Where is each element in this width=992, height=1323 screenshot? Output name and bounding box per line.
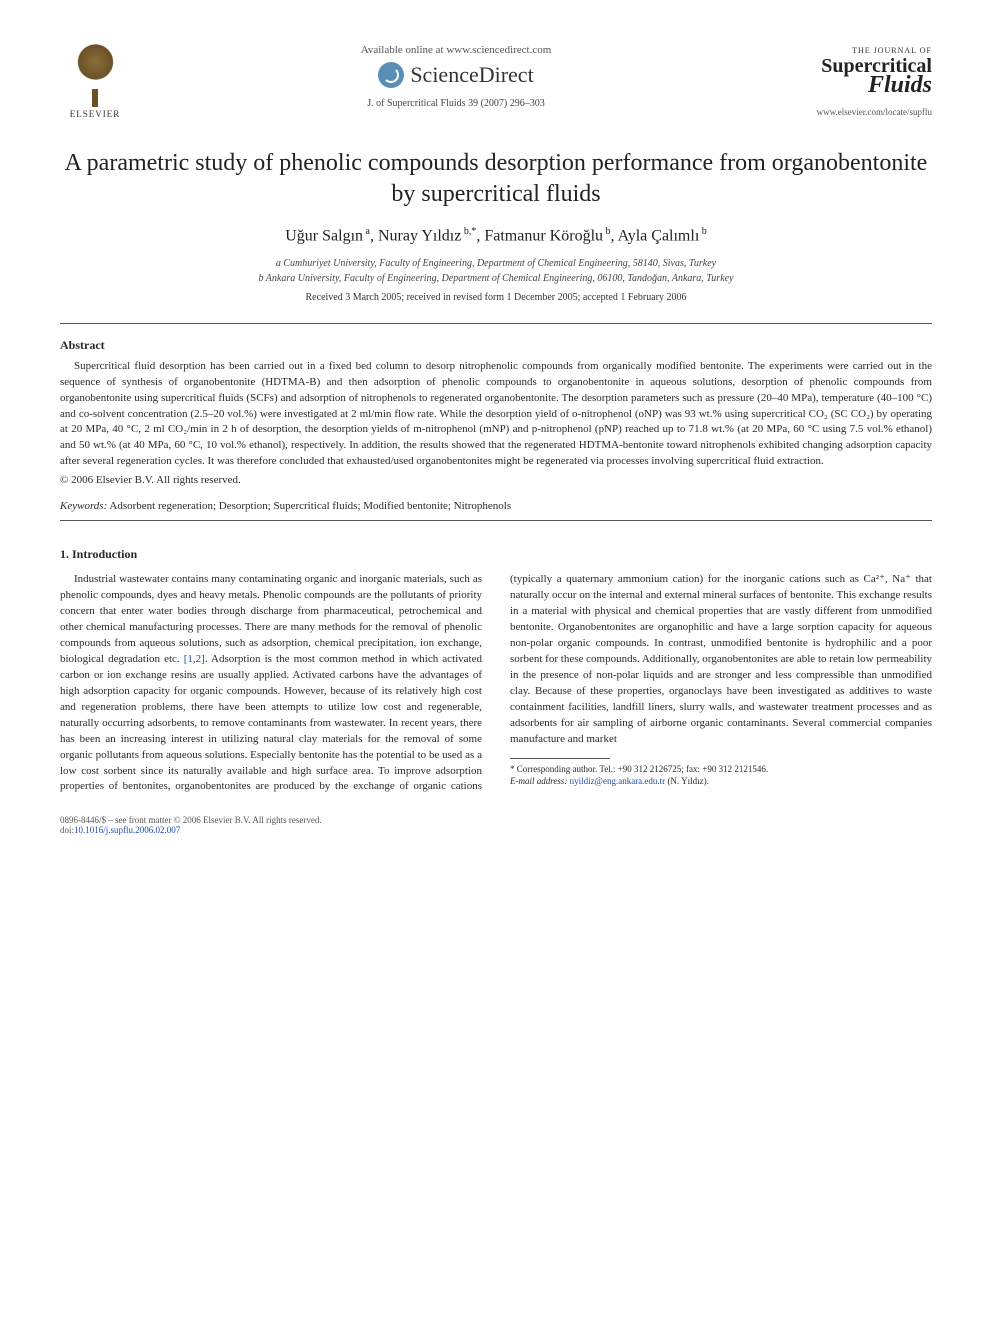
corr-email-link[interactable]: nyildiz@eng.ankara.edu.tr (567, 776, 665, 786)
abstract-heading: Abstract (60, 338, 932, 353)
article-dates: Received 3 March 2005; received in revis… (60, 292, 932, 303)
affiliation-a: a Cumhuriyet University, Faculty of Engi… (60, 256, 932, 271)
sciencedirect-icon (378, 62, 404, 88)
corresponding-author-footnote: * Corresponding author. Tel.: +90 312 21… (510, 763, 932, 788)
corr-author-line: * Corresponding author. Tel.: +90 312 21… (510, 763, 932, 776)
doi-line: doi:10.1016/j.supflu.2006.02.007 (60, 825, 932, 835)
journal-of-label: THE JOURNAL OF (782, 46, 932, 55)
corr-email-tail: (N. Yıldız). (665, 776, 709, 786)
rule-below-keywords (60, 520, 932, 521)
corr-email-line: E-mail address: nyildiz@eng.ankara.edu.t… (510, 775, 932, 788)
sciencedirect-text: ScienceDirect (410, 62, 533, 88)
author-list: Uğur Salgın a, Nuray Yıldız b,*, Fatmanu… (60, 226, 932, 245)
article-title: A parametric study of phenolic compounds… (60, 148, 932, 210)
journal-logo: THE JOURNAL OF Supercritical Fluids www.… (782, 40, 932, 117)
abstract-text: Supercritical fluid desorption has been … (60, 359, 932, 471)
affiliation-b: b Ankara University, Faculty of Engineer… (60, 271, 932, 286)
section-1-heading: 1. Introduction (60, 547, 932, 562)
keywords-row: Keywords: Adsorbent regeneration; Desorp… (60, 500, 932, 512)
email-label: E-mail address: (510, 776, 567, 786)
journal-url: www.elsevier.com/locate/supflu (782, 107, 932, 117)
sciencedirect-brand: ScienceDirect (130, 62, 782, 88)
affiliations: a Cumhuriyet University, Faculty of Engi… (60, 256, 932, 286)
elsevier-tree-icon (68, 40, 123, 95)
journal-reference: J. of Supercritical Fluids 39 (2007) 296… (130, 98, 782, 109)
keywords-text: Adsorbent regeneration; Desorption; Supe… (107, 500, 511, 512)
abstract-copyright: © 2006 Elsevier B.V. All rights reserved… (60, 474, 932, 486)
center-header: Available online at www.sciencedirect.co… (130, 40, 782, 109)
doi-link[interactable]: 10.1016/j.supflu.2006.02.007 (74, 825, 180, 835)
journal-header: ELSEVIER Available online at www.science… (60, 40, 932, 120)
page-footer: 0896-8446/$ – see front matter © 2006 El… (60, 815, 932, 835)
rule-above-abstract (60, 323, 932, 324)
elsevier-logo: ELSEVIER (60, 40, 130, 120)
front-matter-line: 0896-8446/$ – see front matter © 2006 El… (60, 815, 932, 825)
available-online-text: Available online at www.sciencedirect.co… (130, 44, 782, 56)
keywords-label: Keywords: (60, 500, 107, 512)
intro-body: Industrial wastewater contains many cont… (60, 572, 932, 795)
footnote-separator (510, 758, 610, 759)
elsevier-label: ELSEVIER (70, 109, 121, 119)
